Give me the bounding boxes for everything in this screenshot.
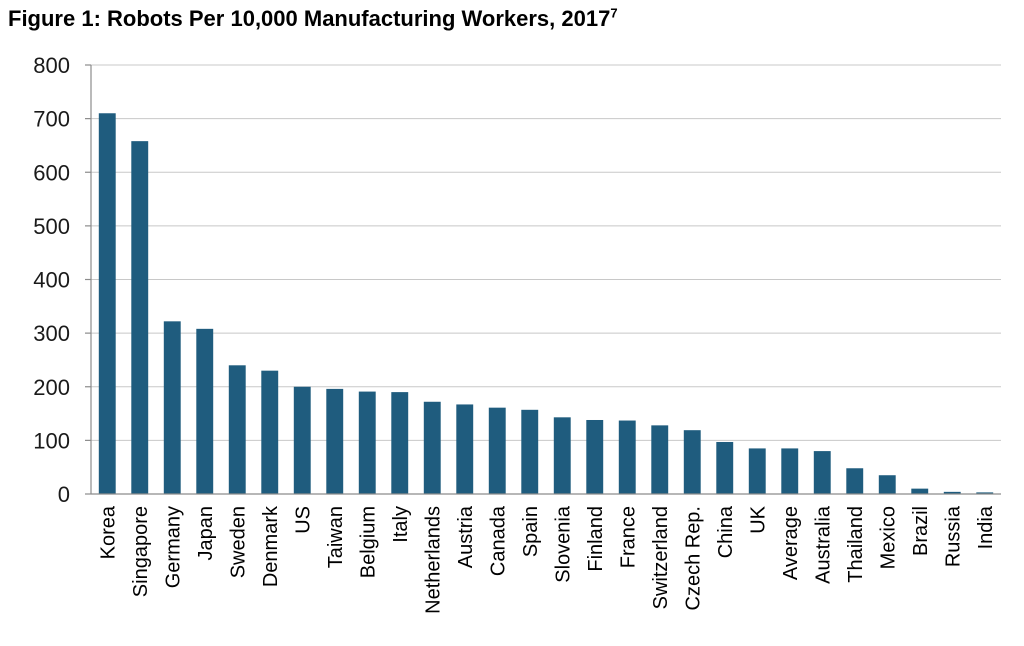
x-tick-label: Korea	[97, 505, 119, 559]
x-tick-label: Russia	[942, 505, 964, 567]
axes	[85, 64, 1001, 495]
y-tick-label: 600	[33, 160, 70, 185]
bar-mexico	[878, 475, 896, 494]
chart-title-footnote: 7	[610, 5, 618, 21]
bar-taiwan	[326, 388, 344, 494]
x-tick-label: Denmark	[260, 505, 282, 587]
bar-spain	[521, 409, 539, 494]
bar-china	[716, 441, 734, 494]
x-tick-label: Spain	[520, 506, 542, 557]
bar-singapore	[131, 141, 149, 494]
x-tick-label: India	[975, 505, 997, 549]
bar-japan	[196, 328, 214, 494]
x-tick-label: Singapore	[130, 506, 152, 597]
x-tick-label: Taiwan	[325, 506, 347, 568]
chart-title-text: Figure 1: Robots Per 10,000 Manufacturin…	[8, 6, 611, 31]
bar-czech-rep	[683, 430, 701, 494]
bar-korea	[98, 113, 116, 494]
bar-netherlands	[423, 401, 441, 494]
x-tick-label: Netherlands	[422, 506, 444, 614]
bar-slovenia	[553, 417, 571, 494]
y-tick-label: 300	[33, 321, 70, 346]
gridlines	[91, 64, 1001, 441]
x-tick-label: Brazil	[910, 506, 932, 556]
x-tick-label: US	[292, 506, 314, 534]
bar-average	[781, 448, 799, 494]
bar-india	[976, 492, 994, 494]
x-tick-label: Switzerland	[650, 506, 672, 609]
chart-title: Figure 1: Robots Per 10,000 Manufacturin…	[8, 6, 618, 32]
bar-austria	[456, 404, 474, 494]
y-tick-label: 500	[33, 214, 70, 239]
y-axis-ticks: 0 100 200 300 400 500 600 700 800	[33, 53, 70, 507]
bar-uk	[748, 448, 766, 494]
x-tick-label: Canada	[487, 505, 509, 576]
bar-russia	[943, 491, 961, 494]
x-tick-label: Italy	[390, 506, 412, 543]
x-tick-label: Austria	[455, 505, 477, 568]
x-tick-label: Average	[780, 506, 802, 580]
x-tick-label: Finland	[585, 506, 607, 572]
bar-switzerland	[651, 425, 669, 494]
y-tick-label: 400	[33, 268, 70, 293]
x-axis-ticks: Korea Singapore Germany Japan Sweden Denmark U…	[97, 505, 997, 614]
bar-italy	[391, 392, 409, 494]
y-tick-label: 0	[58, 482, 70, 507]
x-tick-label: Germany	[162, 506, 184, 588]
x-tick-label: Japan	[195, 506, 217, 561]
y-tick-label: 800	[33, 53, 70, 78]
x-tick-label: Sweden	[227, 506, 249, 578]
bar-australia	[813, 451, 831, 494]
x-tick-label: Belgium	[357, 506, 379, 578]
bar-france	[618, 420, 636, 494]
y-tick-label: 700	[33, 107, 70, 132]
x-tick-label: Australia	[812, 505, 834, 584]
bar-thailand	[846, 468, 864, 494]
bar-denmark	[261, 370, 279, 494]
bar-canada	[488, 407, 506, 494]
x-tick-label: Thailand	[845, 506, 867, 583]
y-tick-label: 200	[33, 375, 70, 400]
bar-sweden	[228, 365, 246, 494]
bar-belgium	[358, 391, 376, 494]
y-tick-label: 100	[33, 428, 70, 453]
bar-finland	[586, 419, 604, 494]
bar-germany	[163, 321, 181, 494]
x-tick-label: Mexico	[877, 506, 899, 569]
bar-brazil	[911, 488, 929, 494]
x-tick-label: Czech Rep.	[682, 506, 704, 611]
bar-us	[293, 386, 311, 494]
x-tick-label: France	[617, 506, 639, 568]
bars	[98, 113, 994, 494]
x-tick-label: Slovenia	[552, 505, 574, 583]
x-tick-label: China	[715, 505, 737, 558]
x-tick-label: UK	[747, 505, 769, 533]
